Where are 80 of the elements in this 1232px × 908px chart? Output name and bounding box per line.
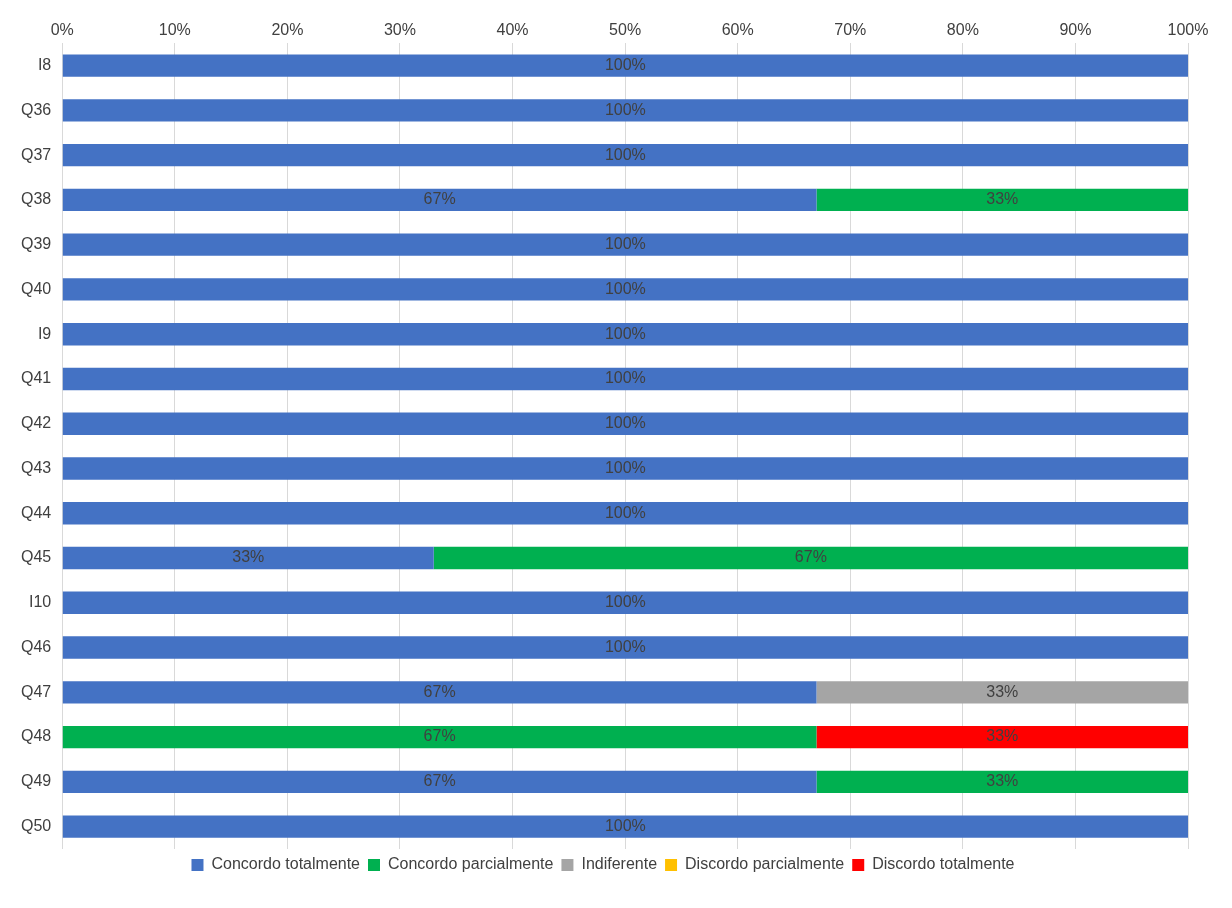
data-label: 33% xyxy=(232,548,265,566)
x-tick-label: 20% xyxy=(271,21,304,39)
bar xyxy=(62,412,1188,435)
legend-label: Discordo totalmente xyxy=(872,855,1015,873)
data-label: 33% xyxy=(986,682,1019,700)
x-tick-label: 40% xyxy=(496,21,529,39)
y-tick-label: Q41 xyxy=(20,369,52,387)
data-label: 100% xyxy=(604,145,646,163)
legend-label: Indiferente xyxy=(581,855,658,873)
bar xyxy=(62,591,1188,614)
bar xyxy=(62,546,434,570)
data-label: 100% xyxy=(604,637,646,655)
legend-label: Concordo totalmente xyxy=(211,855,361,873)
y-tick-label: Q47 xyxy=(20,682,52,700)
data-label: 33% xyxy=(986,190,1019,208)
y-tick-label: Q49 xyxy=(20,772,52,790)
y-tick-label: Q46 xyxy=(20,637,52,655)
y-tick-label: Q37 xyxy=(20,145,52,163)
data-label: 67% xyxy=(794,548,827,566)
bar xyxy=(62,322,1188,346)
x-tick-label: 80% xyxy=(946,21,979,39)
bar xyxy=(816,725,1188,749)
data-label: 67% xyxy=(423,772,456,790)
y-tick-label: Q50 xyxy=(20,817,52,835)
y-tick-label: Q39 xyxy=(20,235,52,253)
y-tick-label: Q38 xyxy=(20,190,52,208)
bar xyxy=(62,54,1188,77)
bar xyxy=(62,99,1188,122)
bar xyxy=(62,278,1188,301)
data-label: 100% xyxy=(604,458,646,476)
bar xyxy=(62,143,1188,167)
data-label: 100% xyxy=(604,324,646,342)
bar xyxy=(816,770,1188,794)
x-tick-label: 100% xyxy=(1167,21,1209,39)
data-label: 100% xyxy=(604,414,646,432)
data-label: 67% xyxy=(423,682,456,700)
y-tick-label: Q43 xyxy=(20,458,52,476)
data-label: 100% xyxy=(604,817,646,835)
y-tick-label: Q44 xyxy=(20,503,52,521)
y-tick-label: Q45 xyxy=(20,548,52,566)
bar xyxy=(62,815,1188,838)
y-tick-label: I8 xyxy=(37,55,52,73)
y-tick-label: Q36 xyxy=(20,100,52,118)
data-label: 100% xyxy=(604,593,646,611)
data-label: 67% xyxy=(423,190,456,208)
bar xyxy=(433,546,1188,570)
y-tick-label: Q40 xyxy=(20,279,52,297)
data-label: 100% xyxy=(604,503,646,521)
x-tick-label: 50% xyxy=(609,21,642,39)
y-tick-label: Q48 xyxy=(20,727,52,745)
x-tick-label: 30% xyxy=(383,21,416,39)
data-label: 33% xyxy=(986,727,1019,745)
bar xyxy=(62,367,1188,391)
legend-label: Discordo parcialmente xyxy=(685,855,845,873)
bar xyxy=(62,636,1188,659)
bar xyxy=(62,233,1188,256)
data-label: 100% xyxy=(604,100,646,118)
x-tick-label: 10% xyxy=(158,21,191,39)
data-label: 100% xyxy=(604,279,646,297)
x-tick-label: 0% xyxy=(50,21,74,39)
bar xyxy=(62,188,817,212)
legend-label: Concordo parcialmente xyxy=(388,855,554,873)
bar xyxy=(62,725,817,749)
bar xyxy=(62,502,1188,525)
y-tick-label: I9 xyxy=(37,324,52,342)
bar xyxy=(62,770,817,794)
x-tick-label: 90% xyxy=(1059,21,1092,39)
x-tick-label: 70% xyxy=(834,21,867,39)
data-label: 33% xyxy=(986,772,1019,790)
bar xyxy=(816,681,1188,704)
data-label: 100% xyxy=(604,369,646,387)
data-label: 100% xyxy=(604,235,646,253)
y-tick-label: I10 xyxy=(28,593,52,611)
bar xyxy=(62,681,817,704)
data-label: 100% xyxy=(604,55,646,73)
bar xyxy=(62,457,1188,480)
bar xyxy=(816,188,1188,212)
y-tick-label: Q42 xyxy=(20,414,52,432)
data-label: 67% xyxy=(423,727,456,745)
x-tick-label: 60% xyxy=(721,21,754,39)
